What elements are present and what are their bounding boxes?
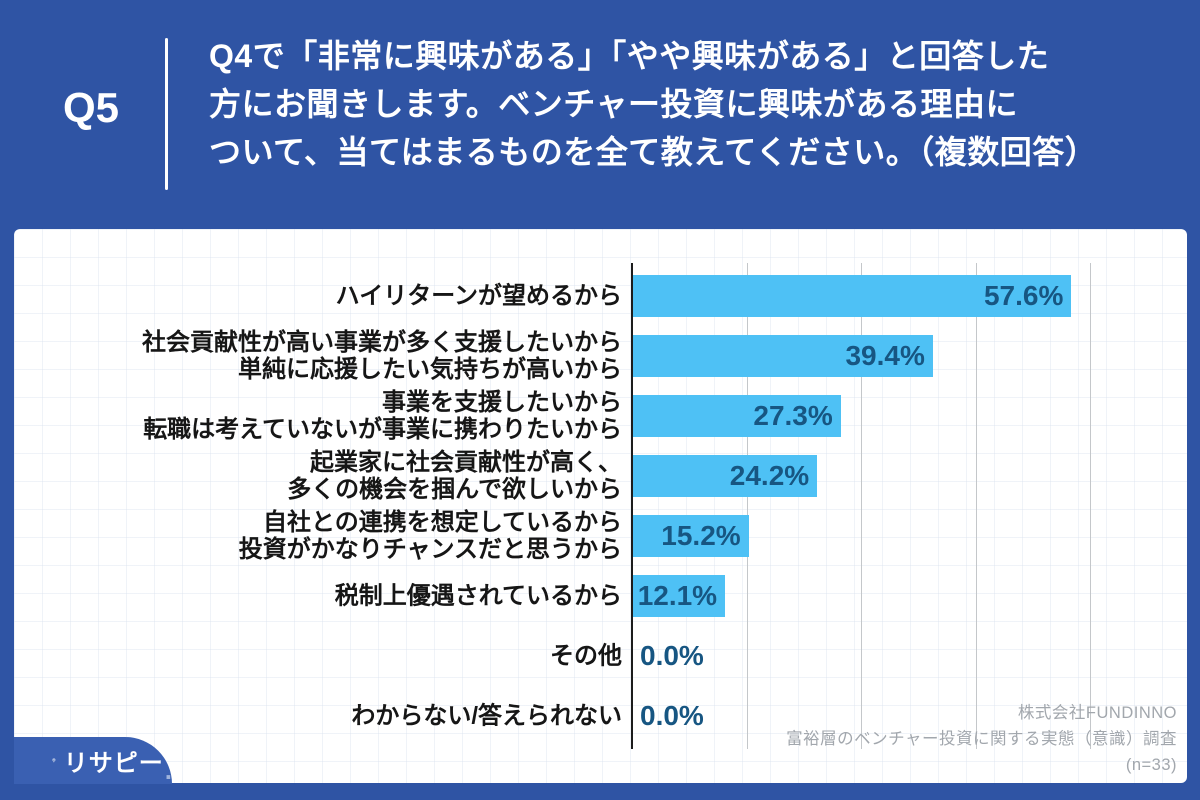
value-label: 27.3% xyxy=(753,400,833,431)
value-label: 24.2% xyxy=(729,460,810,491)
chart-rows: ハイリターンが望めるから 57.6% 社会貢献性が高い事業が多く支援したいから 単純に… xyxy=(14,266,1187,746)
attribution-line-2: 富裕層のベンチャー投資に関する実態（意識）調査 xyxy=(786,730,1177,748)
bar: 39.4% xyxy=(633,335,933,377)
category-label: わからない/答えられない xyxy=(351,702,622,730)
question-number: Q5 xyxy=(62,84,120,131)
category-label: その他 xyxy=(550,642,622,670)
gridline xyxy=(975,263,977,749)
bar: 15.2% xyxy=(633,515,749,557)
chart-row: 起業家に社会貢献性が高く、 多くの機会を掴んで欲しいから 24.2% xyxy=(14,446,1187,506)
question-line-3: ついて、当てはまるものを全て教えてください。（複数回答） xyxy=(209,134,1098,170)
question-line-2: 方にお聞きします。ベンチャー投資に興味がある理由に xyxy=(209,86,1018,122)
value-label: 12.1% xyxy=(637,580,718,611)
chart-row: 自社との連携を想定しているから 投資がかなりチャンスだと思うから 15.2% xyxy=(14,506,1187,566)
attribution-line-3: (n=33) xyxy=(1125,756,1177,774)
value-label: 15.2% xyxy=(661,520,741,551)
chart-row: 社会貢献性が高い事業が多く支援したいから 単純に応援したい気持ちが高いから 39.4… xyxy=(14,326,1187,386)
question-text: Q4で「非常に興味がある」「やや興味がある」と回答した 方にお聞きします。ベンチ… xyxy=(209,32,1179,176)
logo-risapi: リサピー . xyxy=(14,737,172,784)
bar: 57.6% xyxy=(633,275,1072,317)
y-axis-line xyxy=(631,263,633,749)
header-divider xyxy=(165,38,168,190)
chart-row: 税制上優遇されているから 12.1% xyxy=(14,566,1187,626)
bar: 24.2% xyxy=(633,455,818,497)
logo-text: リサピー xyxy=(63,750,164,777)
chart-row: ハイリターンが望めるから 57.6% xyxy=(14,266,1187,326)
attribution-line-1: 株式会社FUNDINNO xyxy=(1017,704,1177,722)
category-label: 起業家に社会貢献性が高く、 多くの機会を掴んで欲しいから xyxy=(287,449,622,503)
chart-row: わからない/答えられない 0.0% xyxy=(14,686,1187,746)
category-label: ハイリターンが望めるから xyxy=(335,282,622,310)
value-label: 0.0% xyxy=(640,700,704,731)
category-label: 税制上優遇されているから xyxy=(334,582,622,610)
category-label: 自社との連携を想定しているから 投資がかなりチャンスだと思うから xyxy=(238,509,622,563)
category-label: 事業を支援したいから 転職は考えていないが事業に携わりたいから xyxy=(143,389,622,443)
logo-dot: . xyxy=(164,755,172,785)
category-label: 社会貢献性が高い事業が多く支援したいから 単純に応援したい気持ちが高いから xyxy=(142,329,622,383)
value-label: 0.0% xyxy=(640,640,704,671)
bar: 12.1% xyxy=(633,575,726,617)
plot-gridlines xyxy=(633,263,1181,749)
magnifier-pie-icon xyxy=(52,758,56,763)
gridline xyxy=(1089,263,1091,749)
gridline xyxy=(861,263,863,749)
bar: 27.3% xyxy=(633,395,841,437)
value-label: 57.6% xyxy=(983,280,1064,311)
attribution: 株式会社FUNDINNO 富裕層のベンチャー投資に関する実態（意識）調査 (n=… xyxy=(786,700,1177,778)
value-label: 39.4% xyxy=(845,340,925,371)
chart-row: その他 0.0% xyxy=(14,626,1187,686)
question-line-1: Q4で「非常に興味がある」「やや興味がある」と回答した xyxy=(209,38,1050,74)
chart-card: ハイリターンが望めるから 57.6% 社会貢献性が高い事業が多く支援したいから 単純に… xyxy=(14,229,1187,783)
gridline xyxy=(747,263,749,749)
chart-row: 事業を支援したいから 転職は考えていないが事業に携わりたいから 27.3% xyxy=(14,386,1187,446)
bar-chart: ハイリターンが望めるから 57.6% 社会貢献性が高い事業が多く支援したいから 単純に… xyxy=(14,263,1187,749)
